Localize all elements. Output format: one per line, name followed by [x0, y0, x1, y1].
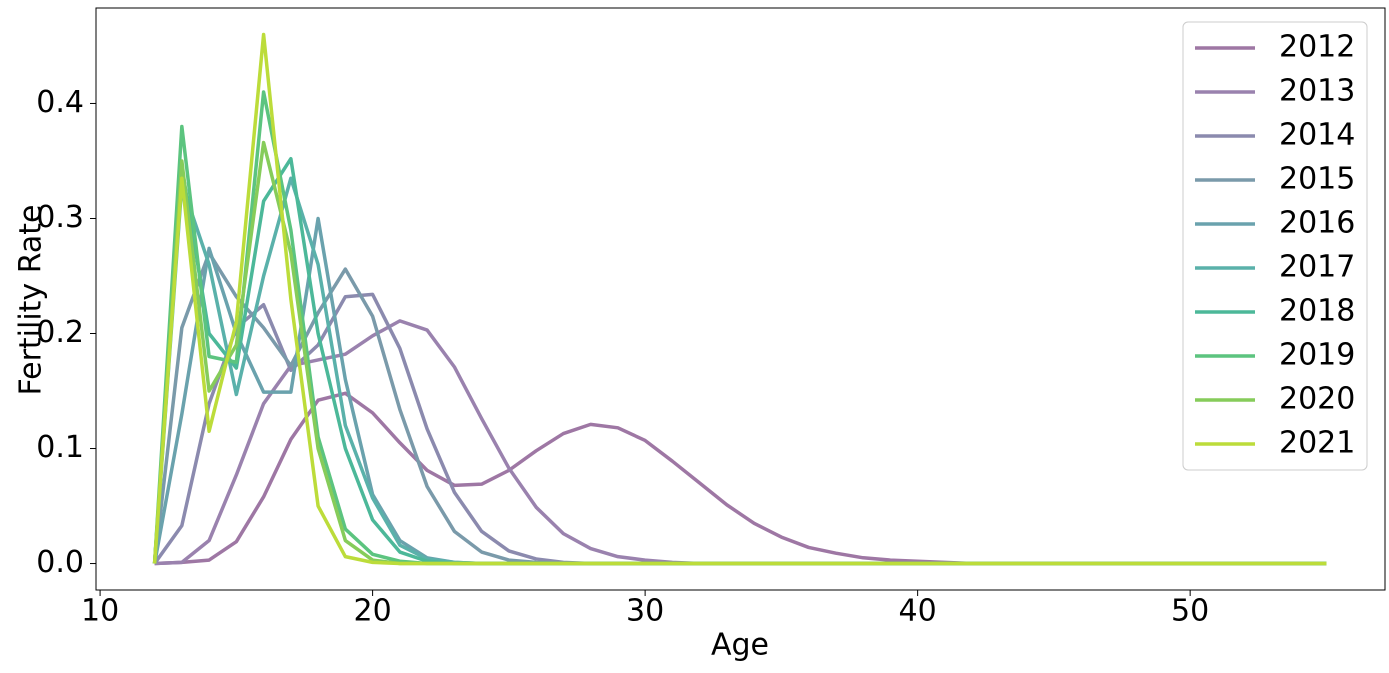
legend-label: 2015: [1279, 162, 1355, 197]
legend-label: 2013: [1279, 74, 1355, 109]
x-tick-label: 20: [354, 594, 392, 629]
y-tick-label: 0.2: [36, 315, 84, 350]
legend-label: 2014: [1279, 118, 1355, 153]
legend-label: 2017: [1279, 250, 1355, 285]
y-tick-label: 0.4: [36, 85, 84, 120]
x-axis-label: Age: [711, 628, 769, 663]
series-line: [152, 32, 1327, 566]
x-tick-label: 10: [81, 594, 119, 629]
x-tick-label: 40: [899, 594, 937, 629]
y-tick-label: 0.1: [36, 430, 84, 465]
legend-label: 2019: [1279, 338, 1355, 373]
x-tick-label: 50: [1171, 594, 1209, 629]
legend-box: [1182, 21, 1368, 471]
legend-label: 2020: [1279, 382, 1355, 417]
legend-label: 2016: [1279, 206, 1355, 241]
y-axis-label: Fertility Rate: [14, 204, 49, 395]
y-tick-label: 0.3: [36, 200, 84, 235]
series-line: [152, 140, 1327, 566]
series-line: [152, 176, 1327, 566]
legend-label: 2018: [1279, 294, 1355, 329]
y-tick-label: 0.0: [36, 545, 84, 580]
x-tick-label: 30: [626, 594, 664, 629]
legend-label: 2012: [1279, 30, 1355, 65]
legend-label: 2021: [1279, 426, 1355, 461]
series-line: [152, 156, 1327, 566]
plot-frame: [95, 7, 1386, 591]
